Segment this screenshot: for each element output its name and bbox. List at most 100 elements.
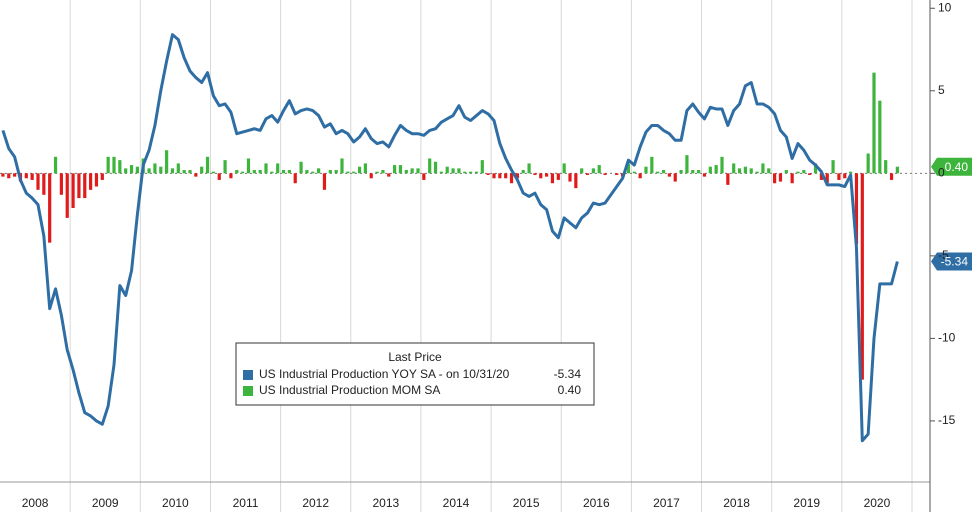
bar (305, 170, 309, 174)
bar (7, 173, 11, 179)
bar (737, 168, 742, 174)
bar (299, 161, 303, 174)
legend-last-value: 0.40 (558, 383, 582, 397)
bar (223, 160, 227, 174)
bar (679, 170, 683, 174)
bar (743, 166, 747, 174)
bar (258, 170, 262, 174)
x-tick-label: 2017 (653, 496, 680, 510)
bar (603, 173, 607, 175)
bar (469, 171, 473, 174)
bar (293, 173, 297, 184)
bar (749, 168, 753, 174)
last-value-label: 0.40 (945, 160, 969, 174)
bar (767, 168, 771, 174)
bar (498, 173, 502, 179)
bar (656, 171, 660, 174)
bar (533, 173, 537, 175)
bar (176, 163, 180, 174)
bar (147, 168, 151, 174)
bar (831, 160, 835, 174)
bar (322, 173, 327, 190)
bar (241, 171, 245, 174)
bar (784, 170, 788, 174)
bar (457, 168, 461, 174)
bar (317, 168, 321, 174)
bar (276, 163, 280, 174)
bar (182, 170, 186, 174)
bar (445, 166, 449, 174)
bar (170, 168, 175, 174)
x-tick-label: 2012 (302, 496, 329, 510)
bar (65, 173, 69, 218)
bar (53, 156, 58, 174)
bar (691, 170, 695, 174)
bar (866, 153, 870, 174)
bar (363, 163, 367, 174)
bar (346, 171, 350, 174)
x-tick-label: 2011 (233, 496, 259, 510)
bar (398, 165, 403, 174)
legend-box (235, 342, 595, 406)
bar (778, 173, 783, 182)
x-tick-label: 2008 (22, 496, 49, 510)
bar (802, 170, 806, 174)
bar (211, 171, 215, 174)
bar (200, 166, 204, 174)
bar (217, 173, 221, 180)
bar (404, 170, 408, 174)
bar (854, 173, 859, 245)
legend-swatch (243, 386, 253, 396)
bar (813, 163, 818, 174)
bar (252, 170, 256, 174)
last-value-label: -5.34 (941, 255, 969, 269)
bar (568, 173, 572, 182)
bar (796, 171, 800, 174)
bar (42, 173, 46, 195)
bar (644, 166, 648, 174)
bar (773, 173, 777, 184)
bar (574, 173, 578, 189)
bar (726, 173, 730, 185)
legend-title: Last Price (388, 350, 442, 364)
bar (106, 156, 110, 174)
bar (387, 173, 391, 177)
bar (433, 161, 438, 174)
bar (357, 166, 362, 174)
bar (685, 155, 689, 174)
bar (860, 173, 864, 380)
y-tick-label: 5 (938, 83, 945, 97)
legend: Last Price US Industrial Production YOY … (235, 342, 595, 406)
bar (340, 158, 344, 174)
bar (416, 168, 420, 174)
bar (755, 171, 759, 174)
bar (270, 171, 274, 174)
bar (135, 166, 139, 174)
bar (83, 173, 87, 199)
bar (837, 173, 841, 180)
line (1, 33, 899, 443)
bar (591, 168, 595, 174)
bar (287, 170, 291, 174)
bar (556, 173, 560, 180)
bar (521, 170, 525, 174)
y-tick-label: -15 (938, 413, 956, 427)
y-tick-label: -10 (938, 331, 956, 345)
bar (59, 173, 63, 195)
bar (580, 168, 584, 174)
bar (474, 171, 479, 174)
x-tick-label: 2018 (723, 496, 750, 510)
y-tick-label: -5 (938, 248, 949, 262)
bar (428, 158, 432, 174)
bar (30, 173, 34, 180)
bar (720, 156, 724, 174)
bar (515, 173, 519, 179)
legend-swatch (243, 370, 253, 380)
bar (1, 173, 5, 177)
bar (504, 173, 508, 179)
x-tick-label: 2014 (443, 496, 470, 510)
bar (819, 173, 823, 180)
